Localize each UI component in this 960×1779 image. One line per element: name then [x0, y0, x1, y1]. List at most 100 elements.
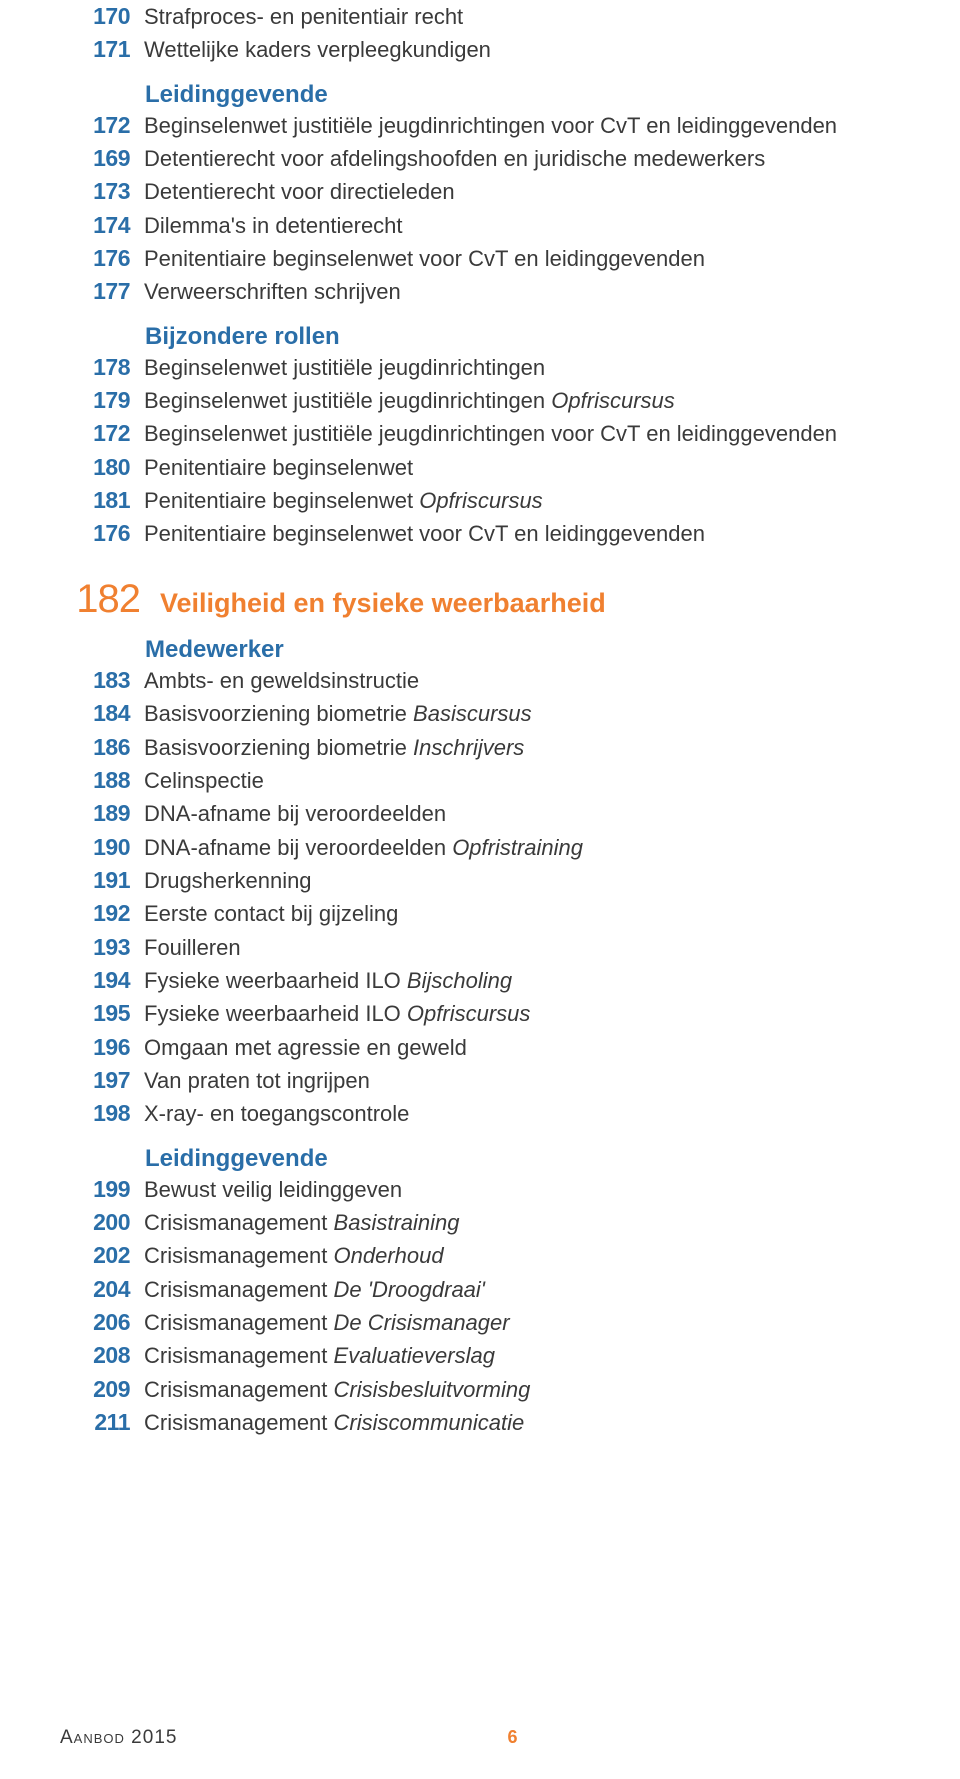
- toc-page-number: 195: [0, 997, 130, 1030]
- toc-row: 180 Penitentiaire beginselenwet: [0, 451, 900, 484]
- toc-entry-text: X-ray- en toegangscontrole: [144, 1101, 409, 1126]
- toc-entry-title: Basisvoorziening biometrie Inschrijvers: [144, 732, 524, 764]
- toc-entry-text: Ambts- en geweldsinstructie: [144, 668, 419, 693]
- toc-entry-text: Detentierecht voor directieleden: [144, 179, 455, 204]
- toc-page-number: 177: [0, 275, 130, 308]
- toc-entry-subtitle: Opfriscursus: [551, 388, 674, 413]
- toc-entry-text: Penitentiaire beginselenwet: [144, 455, 413, 480]
- toc-row: 173Detentierecht voor directieleden: [0, 175, 900, 208]
- toc-row: 179Beginselenwet justitiële jeugdinricht…: [0, 384, 900, 417]
- toc-row: 208 Crisismanagement Evaluatieverslag: [0, 1339, 900, 1372]
- toc-page-number: 206: [0, 1306, 130, 1339]
- toc-entry-text: Drugsherkenning: [144, 868, 312, 893]
- toc-entry-text: Crisismanagement: [144, 1210, 327, 1235]
- toc-entry-title: Crisismanagement Crisisbesluitvorming: [144, 1374, 530, 1406]
- toc-row: 194Fysieke weerbaarheid ILO Bijscholing: [0, 964, 900, 997]
- toc-entry-subtitle: Inschrijvers: [413, 735, 524, 760]
- toc-entry-title: Beginselenwet justitiële jeugdinrichting…: [144, 352, 545, 384]
- toc-row: 183Ambts- en geweldsinstructie: [0, 664, 900, 697]
- toc-entry-text: Beginselenwet justitiële jeugdinrichting…: [144, 355, 545, 380]
- toc-entry-title: Wettelijke kaders verpleegkundigen: [144, 34, 491, 66]
- toc-entry-text: Dilemma's in detentierecht: [144, 213, 403, 238]
- toc-row: 174 Dilemma's in detentierecht: [0, 209, 900, 242]
- toc-entry-text: Verweerschriften schrijven: [144, 279, 401, 304]
- toc-row: 181 Penitentiaire beginselenwet Opfriscur…: [0, 484, 900, 517]
- toc-entry-title: Bewust veilig leidinggeven: [144, 1174, 402, 1206]
- toc-container-2: Medewerker183Ambts- en geweldsinstructie…: [0, 636, 900, 1440]
- toc-page-number: 181: [0, 484, 130, 517]
- toc-entry-text: Beginselenwet justitiële jeugdinrichting…: [144, 113, 837, 138]
- toc-page-number: 176: [0, 242, 130, 275]
- section-title: Veiligheid en fysieke weerbaarheid: [160, 588, 606, 619]
- toc-page-number: 172: [0, 417, 130, 450]
- toc-row: 204Crisismanagement De 'Droogdraai': [0, 1273, 900, 1306]
- toc-row: 195Fysieke weerbaarheid ILO Opfriscursus: [0, 997, 900, 1030]
- toc-entry-text: Fysieke weerbaarheid ILO: [144, 1001, 401, 1026]
- toc-entry-subtitle: Basistraining: [334, 1210, 460, 1235]
- toc-entry-subtitle: Opfriscursus: [419, 488, 542, 513]
- toc-row: 200 Crisismanagement Basistraining: [0, 1206, 900, 1239]
- section-number: 182: [70, 577, 140, 622]
- toc-page-number: 184: [0, 697, 130, 730]
- toc-page-number: 189: [0, 797, 130, 830]
- toc-page-number: 169: [0, 142, 130, 175]
- toc-row: 198 X-ray- en toegangscontrole: [0, 1097, 900, 1130]
- toc-entry-subtitle: Onderhoud: [334, 1243, 444, 1268]
- toc-page-number: 171: [0, 33, 130, 66]
- group-heading: Leidinggevende: [145, 81, 900, 109]
- toc-row: 170Strafproces- en penitentiair recht: [0, 0, 900, 33]
- toc-row: 206 Crisismanagement De Crisismanager: [0, 1306, 900, 1339]
- toc-entry-text: Crisismanagement: [144, 1310, 327, 1335]
- toc-entry-text: Basisvoorziening biometrie: [144, 701, 407, 726]
- toc-entry-title: Crisismanagement De Crisismanager: [144, 1307, 510, 1339]
- toc-entry-subtitle: De 'Droogdraai': [334, 1277, 485, 1302]
- toc-page-number: 197: [0, 1064, 130, 1097]
- toc-entry-title: Beginselenwet justitiële jeugdinrichting…: [144, 385, 675, 417]
- group-heading: Medewerker: [145, 636, 900, 664]
- toc-entry-text: Detentierecht voor afdelingshoofden en j…: [144, 146, 765, 171]
- toc-row: 211Crisismanagement Crisiscommunicatie: [0, 1406, 900, 1439]
- group-heading: Bijzondere rollen: [145, 323, 900, 351]
- toc-page-number: 200: [0, 1206, 130, 1239]
- toc-entry-subtitle: Crisisbesluitvorming: [334, 1377, 531, 1402]
- toc-page-number: 174: [0, 209, 130, 242]
- toc-page-number: 188: [0, 764, 130, 797]
- footer-label: Aanbod 2015: [60, 1727, 177, 1749]
- toc-entry-title: Beginselenwet justitiële jeugdinrichting…: [144, 418, 837, 450]
- toc-row: 172 Beginselenwet justitiële jeugdinricht…: [0, 417, 900, 450]
- toc-entry-title: Penitentiaire beginselenwet Opfriscursus: [144, 485, 543, 517]
- toc-row: 189 DNA-afname bij veroordeelden: [0, 797, 900, 830]
- toc-entry-title: DNA-afname bij veroordeelden Opfristrain…: [144, 832, 583, 864]
- toc-row: 171 Wettelijke kaders verpleegkundigen: [0, 33, 900, 66]
- toc-row: 178Beginselenwet justitiële jeugdinricht…: [0, 351, 900, 384]
- toc-entry-title: Fouilleren: [144, 932, 241, 964]
- toc-page-number: 180: [0, 451, 130, 484]
- toc-row: 192Eerste contact bij gijzeling: [0, 897, 900, 930]
- toc-entry-text: Strafproces- en penitentiair recht: [144, 4, 463, 29]
- toc-row: 177 Verweerschriften schrijven: [0, 275, 900, 308]
- toc-page-number: 198: [0, 1097, 130, 1130]
- toc-entry-title: Van praten tot ingrijpen: [144, 1065, 370, 1097]
- toc-entry-subtitle: Opfristraining: [452, 835, 583, 860]
- toc-entry-subtitle: Evaluatieverslag: [334, 1343, 495, 1368]
- toc-entry-text: Crisismanagement: [144, 1343, 327, 1368]
- toc-page-number: 199: [0, 1173, 130, 1206]
- toc-page-number: 190: [0, 831, 130, 864]
- toc-entry-title: Beginselenwet justitiële jeugdinrichting…: [144, 110, 837, 142]
- toc-container: 170Strafproces- en penitentiair recht171…: [0, 0, 900, 551]
- toc-entry-title: Detentierecht voor afdelingshoofden en j…: [144, 143, 765, 175]
- toc-entry-title: Basisvoorziening biometrie Basiscursus: [144, 698, 532, 730]
- toc-entry-text: Fysieke weerbaarheid ILO: [144, 968, 401, 993]
- toc-entry-subtitle: Crisiscommunicatie: [334, 1410, 525, 1435]
- toc-row: 199 Bewust veilig leidinggeven: [0, 1173, 900, 1206]
- toc-row: 176 Penitentiaire beginselenwet voor CvT …: [0, 242, 900, 275]
- toc-entry-title: Omgaan met agressie en geweld: [144, 1032, 467, 1064]
- toc-page-number: 208: [0, 1339, 130, 1372]
- toc-entry-text: DNA-afname bij veroordeelden: [144, 801, 446, 826]
- toc-page-number: 172: [0, 109, 130, 142]
- page-footer: Aanbod 2015 6: [60, 1727, 900, 1749]
- toc-entry-subtitle: Basiscursus: [413, 701, 532, 726]
- toc-entry-text: Penitentiaire beginselenwet voor CvT en …: [144, 246, 705, 271]
- toc-page-number: 191: [0, 864, 130, 897]
- toc-entry-title: Penitentiaire beginselenwet: [144, 452, 413, 484]
